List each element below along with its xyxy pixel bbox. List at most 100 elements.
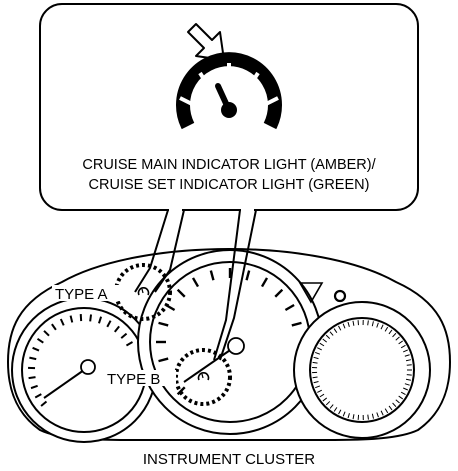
right-gauge xyxy=(312,320,412,420)
right-gauge-tick xyxy=(405,359,412,362)
right-gauge-tick xyxy=(403,349,408,353)
left-gauge xyxy=(28,314,133,407)
warning-triangle-icon xyxy=(298,282,324,304)
left-gauge-tick xyxy=(69,315,74,323)
right-gauge-tick xyxy=(392,402,397,408)
center-gauge-tick xyxy=(176,288,186,298)
right-gauge-tick xyxy=(403,387,409,391)
center-gauge xyxy=(156,268,302,396)
right-gauge-tick xyxy=(395,336,400,341)
left-gauge-tick xyxy=(89,314,93,322)
left-gauge-hub xyxy=(80,359,96,375)
right-gauge-tick xyxy=(395,399,400,404)
center-gauge-tick xyxy=(284,303,295,312)
right-gauge-tick xyxy=(338,409,342,415)
left-gauge-tick xyxy=(125,341,133,347)
right-gauge-tick xyxy=(376,322,379,328)
right-gauge-tick xyxy=(367,414,369,420)
right-gauge-tick xyxy=(319,342,325,347)
right-gauge-tick xyxy=(333,407,338,412)
left-gauge-tick xyxy=(34,393,42,399)
center-gauge-needle xyxy=(183,345,237,383)
left-gauge-tick xyxy=(98,316,103,324)
right-gauge-tick xyxy=(371,413,374,419)
center-gauge-tick xyxy=(209,270,215,281)
right-gauge-tick xyxy=(329,331,334,336)
right-gauge-tick xyxy=(325,401,331,406)
right-gauge-tick xyxy=(333,328,338,333)
right-gauge-tick xyxy=(380,410,384,416)
right-gauge-tick xyxy=(398,340,403,345)
right-gauge-tick xyxy=(313,356,319,360)
indicator-lamp-icon xyxy=(333,289,347,303)
right-gauge-tick xyxy=(347,321,350,327)
right-gauge-tick xyxy=(384,326,389,332)
left-gauge-tick xyxy=(36,337,44,344)
right-gauge-tick xyxy=(322,338,327,343)
right-gauge-tick xyxy=(312,376,318,379)
right-gauge-tick xyxy=(400,391,406,396)
right-gauge-tick xyxy=(352,414,355,420)
right-gauge-tick xyxy=(404,383,410,386)
right-gauge-tick xyxy=(384,408,389,414)
diagram-caption: INSTRUMENT CLUSTER xyxy=(143,451,315,468)
right-gauge-tick xyxy=(322,397,328,402)
center-gauge-tick xyxy=(158,357,169,363)
center-gauge-tick xyxy=(291,321,302,327)
right-gauge-tick xyxy=(347,413,350,419)
right-gauge-tick xyxy=(325,334,331,339)
right-gauge-tick xyxy=(317,347,322,351)
cruise-control-speedometer-icon xyxy=(176,52,282,130)
left-gauge-tick xyxy=(120,332,128,339)
center-gauge-tick xyxy=(245,270,251,281)
right-gauge-tick xyxy=(380,324,384,330)
center-gauge-hub xyxy=(227,337,245,355)
right-gauge-tick xyxy=(329,404,334,409)
small-cruise-icon-a xyxy=(137,287,150,296)
center-gauge-tick xyxy=(260,277,269,288)
callout-text-line-2: CRUISE SET INDICATOR LIGHT (GREEN) xyxy=(89,177,370,193)
right-gauge-tick xyxy=(388,329,393,335)
right-gauge-tick xyxy=(398,395,404,400)
right-gauge-tick xyxy=(338,325,342,331)
right-gauge-tick xyxy=(406,364,412,366)
center-gauge-tick xyxy=(274,288,284,298)
left-gauge-needle xyxy=(43,369,85,399)
left-gauge-tick xyxy=(29,356,37,361)
right-gauge-tick xyxy=(405,378,412,381)
right-gauge-tick xyxy=(371,321,374,327)
right-gauge-tick xyxy=(313,381,319,384)
right-gauge-tick xyxy=(312,361,318,364)
left-gauge-tick xyxy=(51,323,57,331)
left-gauge-tick xyxy=(113,325,120,333)
right-gauge-tick xyxy=(315,351,321,355)
right-gauge-tick xyxy=(400,344,406,349)
left-gauge-tick xyxy=(32,346,40,352)
left-gauge-tick xyxy=(43,330,50,337)
right-gauge-tick xyxy=(404,354,410,357)
center-gauge-tick xyxy=(191,277,200,288)
right-gauge-tick xyxy=(342,411,346,417)
left-gauge-tick xyxy=(106,320,112,328)
small-cruise-icon-b xyxy=(197,372,210,381)
type-b-label: TYPE B xyxy=(107,371,160,388)
center-gauge-tick xyxy=(176,386,186,396)
right-gauge-tick xyxy=(319,393,325,398)
right-gauge-tick xyxy=(315,385,321,389)
left-gauge-tick xyxy=(40,400,48,407)
right-gauge-tick xyxy=(367,320,369,326)
left-gauge-tick xyxy=(28,376,36,380)
right-gauge-tick xyxy=(376,412,379,418)
right-gauge-tick xyxy=(342,323,346,329)
callout-text-line-1: CRUISE MAIN INDICATOR LIGHT (AMBER)/ xyxy=(82,157,376,173)
left-gauge-tick xyxy=(59,318,65,326)
right-gauge-tick xyxy=(317,389,322,393)
left-gauge-tick xyxy=(30,384,38,390)
right-gauge-tick xyxy=(392,332,397,338)
right-gauge-tick xyxy=(352,320,355,326)
right-gauge-tick xyxy=(406,374,412,376)
right-gauge-tick xyxy=(388,405,393,411)
center-gauge-tick xyxy=(158,321,169,327)
type-a-label: TYPE A xyxy=(55,286,108,303)
